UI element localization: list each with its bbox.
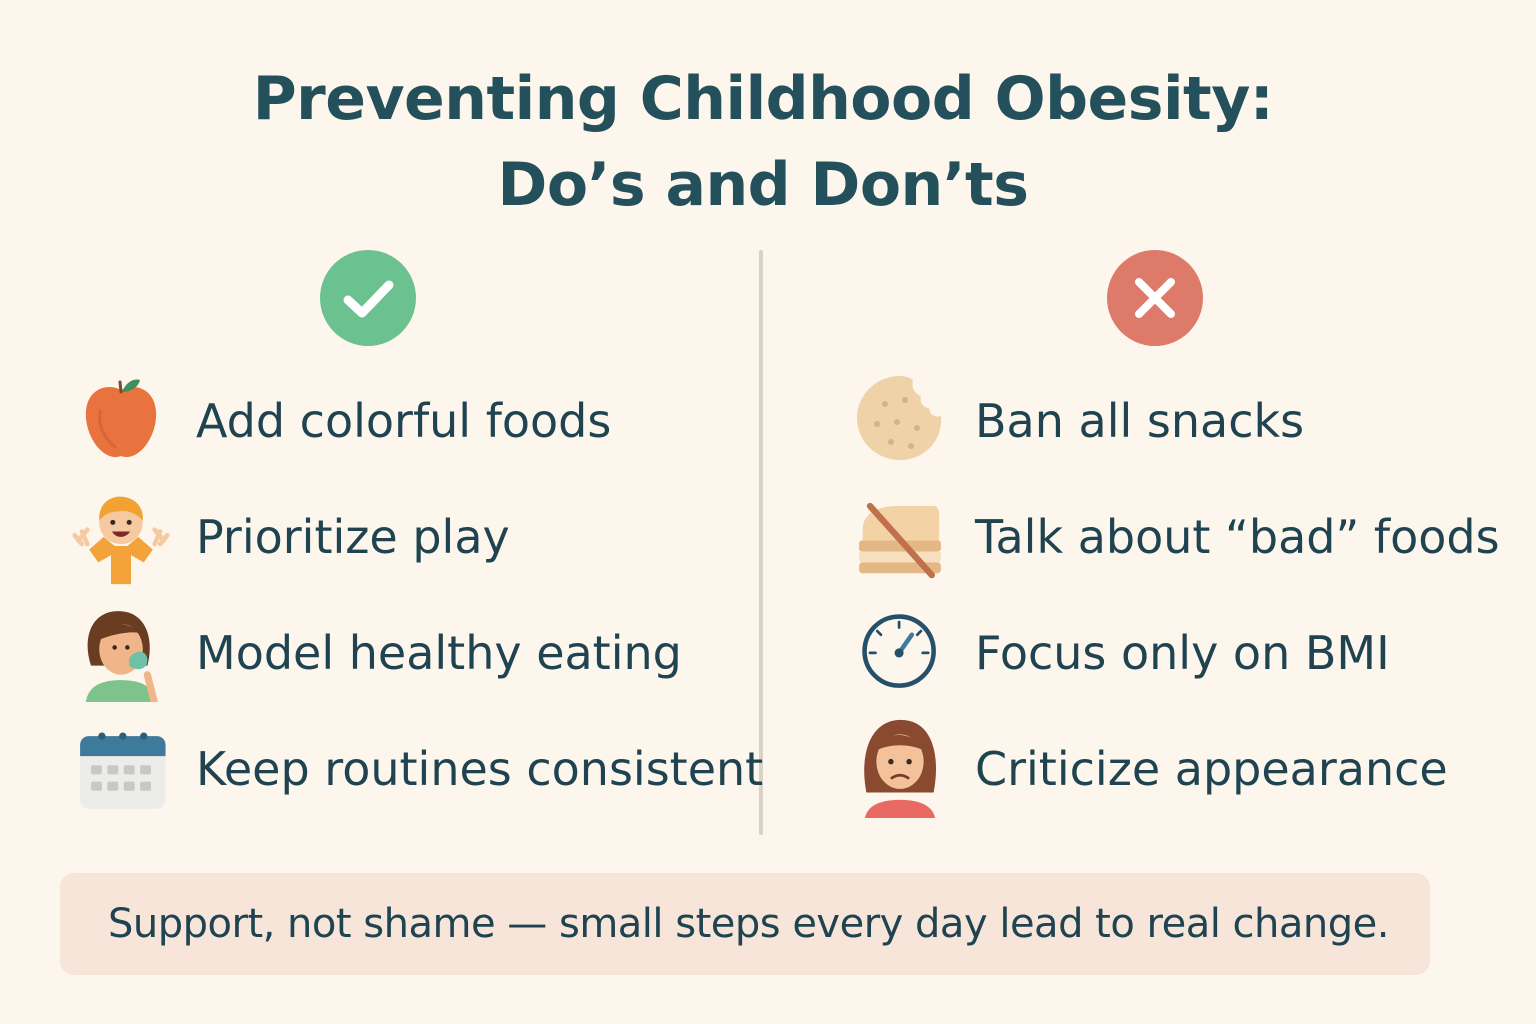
do-item-label: Prioritize play	[196, 510, 510, 564]
dont-item-label: Criticize appearance	[975, 742, 1448, 796]
dont-item-label: Focus only on BMI	[975, 626, 1390, 680]
do-item-label: Keep routines consistent	[196, 742, 764, 796]
calendar-icon	[66, 718, 176, 818]
title-line-1: Preventing Childhood Obesity:	[252, 64, 1274, 134]
do-item-colorful-foods: Add colorful foods	[66, 370, 756, 470]
dont-item-criticize-appearance: Criticize appearance	[845, 718, 1525, 818]
do-item-keep-routines: Keep routines consistent	[66, 718, 763, 818]
sad-child-icon	[845, 718, 955, 818]
playing-child-icon	[66, 486, 176, 586]
title-line-2: Do’s and Don’ts	[497, 150, 1029, 220]
dont-item-label: Talk about “bad” foods	[975, 510, 1500, 564]
x-icon	[1107, 250, 1203, 346]
crossed-sandwich-icon	[845, 486, 955, 586]
eating-parent-icon	[66, 602, 176, 702]
page-title: Preventing Childhood Obesity: Do’s and D…	[0, 56, 1536, 228]
do-item-label: Add colorful foods	[196, 394, 612, 448]
gauge-icon	[845, 602, 955, 702]
do-item-model-eating: Model healthy eating	[66, 602, 756, 702]
do-item-label: Model healthy eating	[196, 626, 682, 680]
dont-item-ban-snacks: Ban all snacks	[845, 370, 1525, 470]
dont-item-label: Ban all snacks	[975, 394, 1305, 448]
column-divider	[759, 250, 763, 835]
cookie-icon	[845, 370, 955, 470]
footer-text: Support, not shame — small steps every d…	[108, 901, 1389, 947]
dont-item-focus-bmi: Focus only on BMI	[845, 602, 1525, 702]
check-icon	[320, 250, 416, 346]
footer-banner: Support, not shame — small steps every d…	[60, 873, 1430, 975]
dont-item-bad-foods: Talk about “bad” foods	[845, 486, 1525, 586]
do-item-prioritize-play: Prioritize play	[66, 486, 756, 586]
apple-icon	[66, 370, 176, 470]
